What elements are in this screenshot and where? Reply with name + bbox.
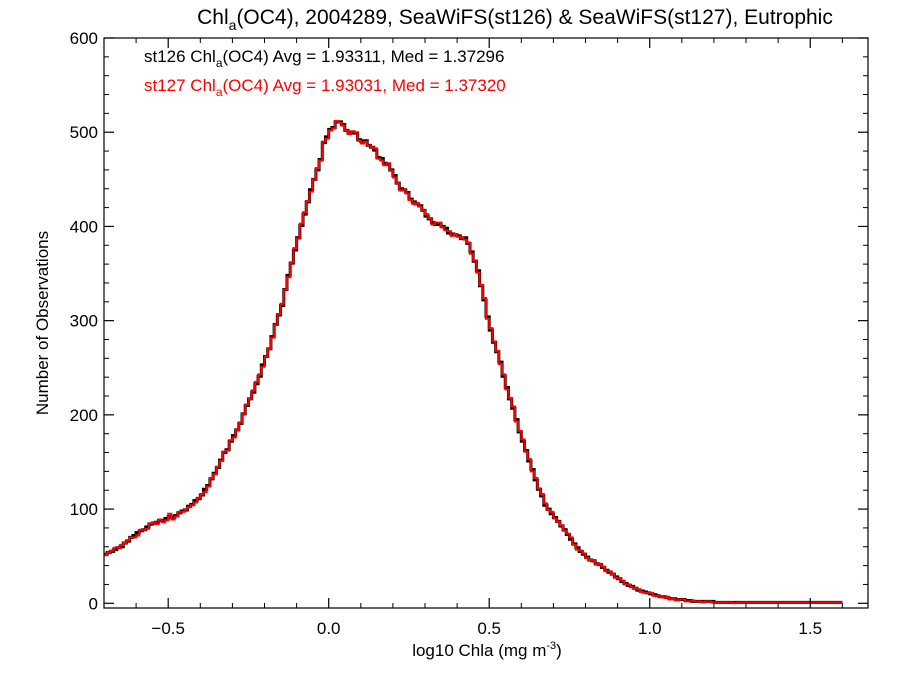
x-tick-label: −0.5 <box>151 619 185 638</box>
x-axis-label: log10 Chla (mg m-3) <box>412 640 562 660</box>
y-tick-label: 300 <box>70 312 98 331</box>
y-tick-label: 200 <box>70 406 98 425</box>
x-tick-label: 1.0 <box>638 619 662 638</box>
chart-title: Chla(OC4), 2004289, SeaWiFS(st126) & Sea… <box>197 6 833 33</box>
plot-frame <box>103 37 869 609</box>
x-tick-label: 0.0 <box>317 619 341 638</box>
y-axis-label: Number of Observations <box>33 231 52 415</box>
y-tick-label: 500 <box>70 123 98 142</box>
legend: st126 Chla(OC4) Avg = 1.93311, Med = 1.3… <box>144 47 506 99</box>
series-line-st126 <box>104 120 843 604</box>
x-tick-label: 1.5 <box>798 619 822 638</box>
y-tick-label: 400 <box>70 217 98 236</box>
series-line-st127 <box>104 119 843 605</box>
legend-entry-st126: st126 Chla(OC4) Avg = 1.93311, Med = 1.3… <box>144 47 504 70</box>
x-tick-label: 0.5 <box>477 619 501 638</box>
axes-layer: −0.5 0.0 0.5 1.0 1.5 0 100 200 300 400 500 600 <box>70 29 869 638</box>
y-tick-label: 600 <box>70 29 98 48</box>
y-tick-label: 100 <box>70 500 98 519</box>
legend-entry-st127: st127 Chla(OC4) Avg = 1.93031, Med = 1.3… <box>144 76 506 99</box>
y-tick-label: 0 <box>89 594 98 613</box>
series-layer <box>104 119 843 605</box>
